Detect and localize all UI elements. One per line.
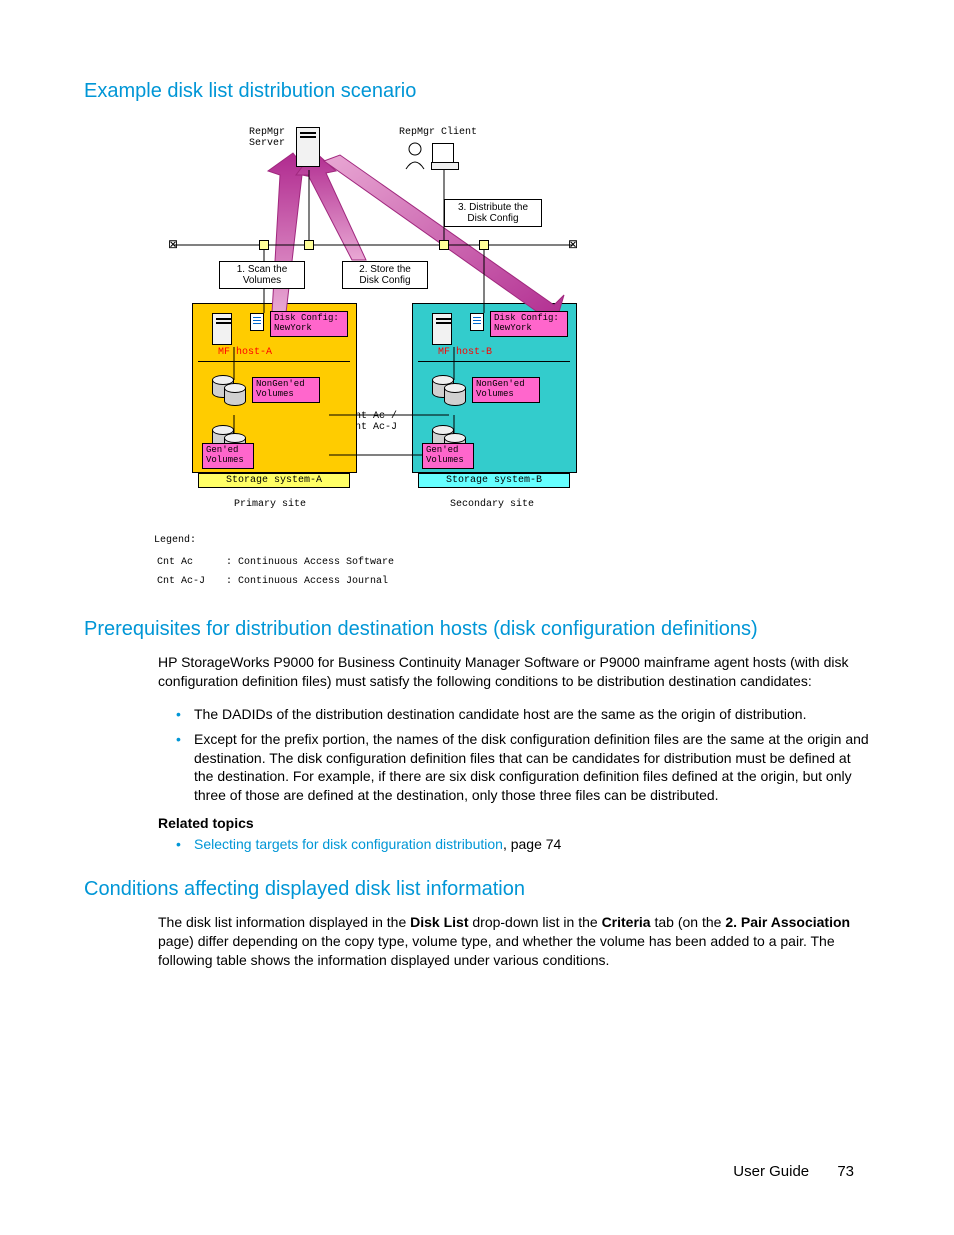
legend-title: Legend: [154,533,714,548]
related-link[interactable]: Selecting targets for disk configuration… [194,836,503,852]
heading-conditions: Conditions affecting displayed disk list… [84,878,870,901]
related-topics-heading: Related topics [158,815,870,831]
bullet-item: Except for the prefix portion, the names… [176,730,870,806]
gen-a: Gen'edVolumes [202,443,254,469]
net-end-left: ⊠ [168,237,178,251]
footer-page-number: 73 [837,1163,854,1180]
net-node [479,240,489,250]
net-end-right: ⊠ [568,237,578,251]
doc-icon [250,313,264,331]
page-footer: User Guide 73 [733,1163,854,1180]
legend-row: Cnt Ac-J : Continuous Access Journal [156,573,412,590]
footer-guide: User Guide [733,1163,809,1180]
gen-b: Gen'edVolumes [422,443,474,469]
doc-icon [470,313,484,331]
net-node [439,240,449,250]
nongen-a: NonGen'edVolumes [252,377,320,403]
conditions-paragraph: The disk list information displayed in t… [158,913,860,970]
net-node [304,240,314,250]
user-icon [404,141,426,171]
storage-b-bar: Storage system-B [418,473,570,488]
net-node [259,240,269,250]
related-page-ref: , page 74 [503,836,561,852]
server-icon [296,127,320,167]
legend-row: Cnt Ac : Continuous Access Software [156,554,412,571]
pc-icon [432,143,454,163]
cylinder-icon [224,383,246,409]
prereq-paragraph: HP StorageWorks P9000 for Business Conti… [158,653,860,691]
disk-config-b: Disk Config:NewYork [490,311,568,337]
storage-a-bar: Storage system-A [198,473,350,488]
heading-prerequisites: Prerequisites for distribution destinati… [84,618,870,641]
cylinder-icon [444,383,466,409]
host-a-icon [212,313,232,345]
legend: Legend: Cnt Ac : Continuous Access Softw… [154,533,714,592]
host-b-label: MF host-B [438,347,492,358]
disk-config-a: Disk Config:NewYork [270,311,348,337]
heading-example-scenario: Example disk list distribution scenario [84,80,870,103]
nongen-b: NonGen'edVolumes [472,377,540,403]
diagram: RepMgrServer RepMgr Client ⊠ ⊠ 1. Scan t… [154,115,714,592]
bullet-item: The DADIDs of the distribution destinati… [176,705,870,724]
host-b-icon [432,313,452,345]
callout-store: 2. Store theDisk Config [342,261,428,289]
callout-scan: 1. Scan theVolumes [219,261,305,289]
related-topic-item: Selecting targets for disk configuration… [176,835,870,854]
callout-distribute: 3. Distribute theDisk Config [444,199,542,227]
host-a-label: MF host-A [218,347,272,358]
